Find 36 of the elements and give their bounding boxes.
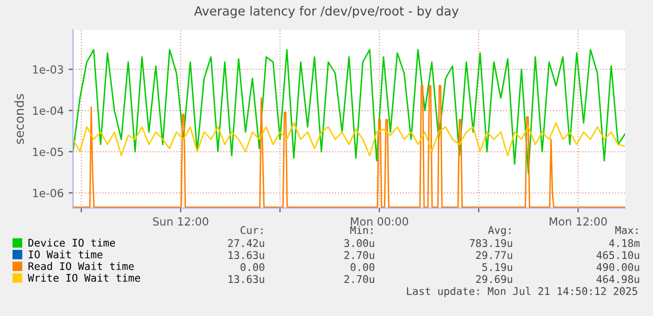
text: 2.70u xyxy=(344,275,374,284)
y-axis-title: seconds xyxy=(14,94,24,144)
y-tick-label: 1e-03 xyxy=(33,65,64,74)
text: 0.00 xyxy=(240,263,264,272)
line-series xyxy=(73,48,625,174)
y-tick-label: 1e-04 xyxy=(33,106,64,115)
x-tick-label: Mon 00:00 xyxy=(350,217,408,226)
chart-title: Average latency for /dev/pve/root - by day xyxy=(194,6,459,18)
text: 5.19u xyxy=(482,263,512,272)
x-tick-label: Sun 12:00 xyxy=(153,217,208,226)
text: 465.10u xyxy=(596,251,640,260)
text: 27.42u xyxy=(228,239,264,248)
text: 3.00u xyxy=(344,239,374,248)
text: Max: xyxy=(615,226,638,234)
text: 13.63u xyxy=(228,251,264,260)
y-tick-label: 1e-05 xyxy=(33,148,63,156)
legend-label: Write IO Wait time xyxy=(28,274,140,282)
text: Min: xyxy=(350,226,372,234)
text: Cur: xyxy=(240,226,262,234)
text: 490.00u xyxy=(596,263,640,272)
text: 29.77u xyxy=(476,251,512,260)
legend-label: Device IO time xyxy=(28,238,115,247)
x-tick-label: Mon 12:00 xyxy=(550,217,607,226)
text: 13.63u xyxy=(228,275,264,284)
text: 4.18m xyxy=(609,239,640,248)
legend-label: Read IO Wait time xyxy=(28,262,134,270)
text: Avg: xyxy=(488,226,510,236)
text: 464.98u xyxy=(596,275,640,284)
line-series xyxy=(73,122,625,156)
text: 2.70u xyxy=(344,251,374,260)
text: Last update: Mon Jul 21 14:50:12 2025 xyxy=(407,286,638,298)
legend-label: IO Wait time xyxy=(28,250,102,258)
text: 783.19u xyxy=(470,239,512,248)
text: 0.00 xyxy=(350,263,374,272)
y-tick-label: 1e-06 xyxy=(33,188,64,198)
text: 29.69u xyxy=(476,275,512,284)
